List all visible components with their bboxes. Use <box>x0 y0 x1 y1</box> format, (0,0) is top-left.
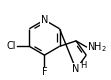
Text: Cl: Cl <box>6 41 16 51</box>
Text: NH$_2$: NH$_2$ <box>87 40 107 54</box>
Text: H: H <box>80 61 86 70</box>
Text: N: N <box>41 15 48 25</box>
Text: N: N <box>72 64 80 74</box>
Text: F: F <box>42 67 47 77</box>
